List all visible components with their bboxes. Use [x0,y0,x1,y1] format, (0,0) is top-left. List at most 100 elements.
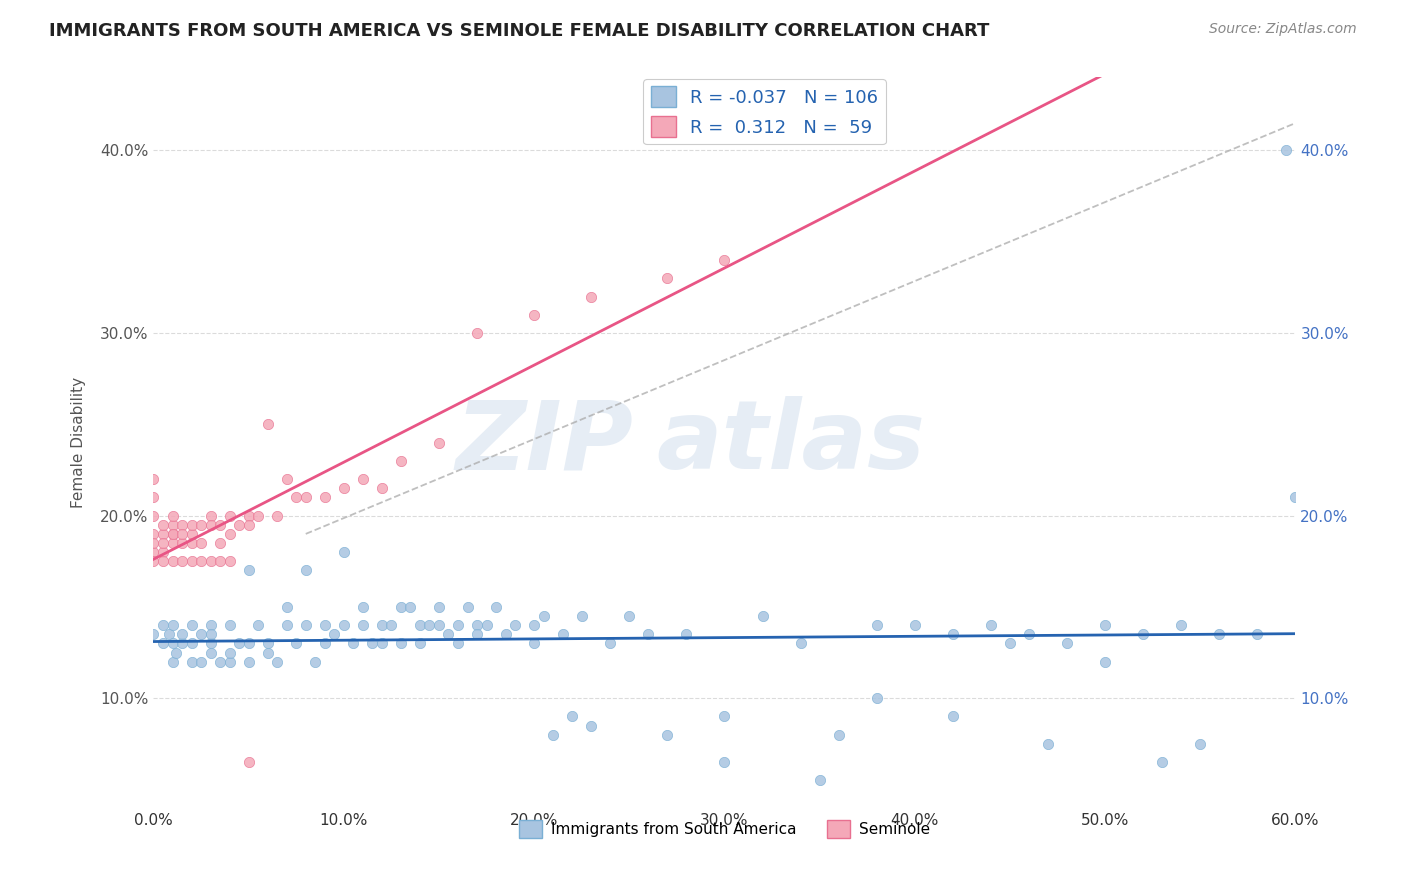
Point [170,527,193,541]
Point [294,563,316,577]
Point [180,636,202,650]
Point [209,554,232,568]
Point [304,655,326,669]
Point [228,517,250,532]
Point [1246,627,1268,641]
Point [465,627,488,641]
Point [218,646,240,660]
Point [162,527,184,541]
Point [190,655,212,669]
Point [218,527,240,541]
Point [1018,627,1040,641]
Point [142,545,165,559]
Point [333,481,356,495]
Point [152,536,174,550]
Point [142,527,165,541]
Text: IMMIGRANTS FROM SOUTH AMERICA VS SEMINOLE FEMALE DISABILITY CORRELATION CHART: IMMIGRANTS FROM SOUTH AMERICA VS SEMINOL… [49,22,990,40]
Point [333,618,356,632]
Point [180,517,202,532]
Point [1094,655,1116,669]
Point [427,618,450,632]
Point [904,618,927,632]
Point [142,627,165,641]
Point [503,618,526,632]
Point [581,718,603,732]
Point [314,491,336,505]
Point [361,636,384,650]
Point [371,636,394,650]
Point [170,517,193,532]
Point [465,618,488,632]
Text: ZIP: ZIP [456,396,633,489]
Point [1036,737,1059,751]
Point [637,627,659,641]
Point [142,508,165,523]
Point [866,691,889,706]
Point [162,618,184,632]
Text: atlas: atlas [657,396,925,489]
Point [162,517,184,532]
Point [713,252,735,267]
Point [200,508,222,523]
Point [180,618,202,632]
Point [619,609,641,624]
Point [523,636,546,650]
Point [475,618,498,632]
Point [789,636,811,650]
Point [170,536,193,550]
Point [409,636,432,650]
Point [380,618,402,632]
Point [190,517,212,532]
Point [751,609,773,624]
Point [980,618,1002,632]
Point [218,508,240,523]
Point [333,545,356,559]
Point [294,618,316,632]
Point [314,618,336,632]
Point [256,417,278,432]
Point [389,599,412,614]
Point [142,554,165,568]
Point [152,618,174,632]
Point [170,627,193,641]
Point [180,536,202,550]
Point [152,545,174,559]
Y-axis label: Female Disability: Female Disability [72,377,86,508]
Point [152,517,174,532]
Point [427,599,450,614]
Point [162,655,184,669]
Point [294,491,316,505]
Point [713,709,735,723]
Point [247,618,270,632]
Point [657,271,679,285]
Point [523,308,546,322]
Point [447,618,470,632]
Point [238,508,260,523]
Point [162,527,184,541]
Point [190,627,212,641]
Point [1132,627,1154,641]
Point [218,618,240,632]
Point [180,554,202,568]
Point [209,536,232,550]
Point [323,627,346,641]
Point [276,472,298,486]
Point [142,472,165,486]
Point [209,655,232,669]
Point [152,554,174,568]
Point [200,627,222,641]
Point [276,599,298,614]
Legend: Immigrants from South America, Seminole: Immigrants from South America, Seminole [513,814,936,844]
Point [998,636,1021,650]
Point [827,728,849,742]
Point [238,655,260,669]
Point [162,536,184,550]
Point [409,618,432,632]
Point [1275,144,1298,158]
Point [142,491,165,505]
Point [142,536,165,550]
Point [266,655,288,669]
Point [247,508,270,523]
Point [1094,618,1116,632]
Point [228,636,250,650]
